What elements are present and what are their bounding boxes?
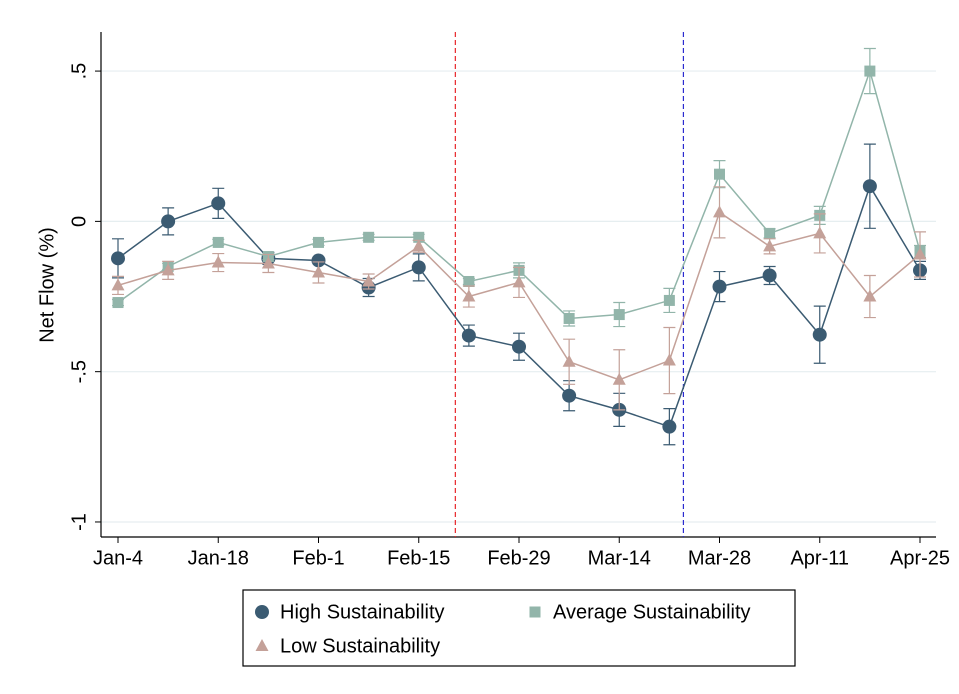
data-point (562, 354, 576, 367)
x-tick-label: Feb-29 (487, 547, 550, 569)
data-point (111, 251, 125, 266)
data-point (411, 260, 426, 275)
data-point (913, 247, 927, 260)
data-point (764, 227, 776, 239)
data-point (663, 294, 675, 306)
x-tick-label: Apr-11 (790, 547, 849, 569)
data-point (864, 65, 876, 77)
data-point (211, 196, 226, 211)
data-point (563, 312, 575, 324)
data-point (662, 353, 676, 366)
data-point (212, 236, 224, 248)
legend-box (242, 589, 796, 667)
legend-label: High Sustainability (280, 601, 445, 623)
data-point (362, 274, 376, 287)
data-point (463, 275, 475, 287)
legend-marker (255, 639, 269, 651)
y-tick-label: 0 (68, 216, 90, 227)
data-point (612, 372, 626, 385)
x-tick-label: Feb-15 (387, 547, 450, 569)
legend-label: Average Sustainability (553, 601, 751, 623)
data-point (512, 275, 526, 288)
x-tick-label: Jan-18 (188, 547, 249, 569)
data-point (412, 239, 426, 252)
legend-label: Low Sustainability (280, 635, 440, 657)
data-point (862, 179, 877, 194)
data-point (712, 279, 727, 294)
data-point (662, 419, 677, 434)
data-point (763, 239, 777, 252)
data-point (714, 168, 725, 180)
data-point (313, 236, 324, 248)
x-tick-label: Jan-4 (93, 547, 143, 569)
data-point (812, 327, 827, 342)
data-point (461, 328, 476, 343)
y-tick-label: -.5 (68, 360, 90, 383)
data-point (363, 231, 375, 243)
x-tick-label: Feb-1 (292, 547, 344, 569)
data-point (161, 214, 176, 229)
data-point (112, 297, 124, 309)
y-tick-label: .5 (68, 63, 90, 80)
data-point (312, 265, 325, 278)
data-point (813, 226, 827, 239)
data-point (762, 268, 777, 283)
data-point (562, 388, 577, 403)
x-tick-label: Mar-14 (588, 547, 651, 569)
data-point (613, 309, 625, 321)
legend-marker (255, 605, 269, 619)
data-point (413, 231, 425, 243)
data-point (261, 256, 275, 269)
data-point (211, 255, 225, 268)
data-point (311, 253, 326, 268)
data-point (161, 263, 175, 276)
x-tick-label: Mar-28 (688, 547, 751, 569)
data-point (111, 278, 125, 291)
data-point (863, 289, 877, 302)
y-tick-label: -1 (68, 513, 90, 531)
legend-marker (529, 606, 541, 618)
data-point (462, 289, 476, 302)
data-point (512, 339, 526, 354)
y-axis-label: Net Flow (%) (36, 227, 58, 343)
x-tick-label: Apr-25 (890, 547, 950, 569)
data-point (713, 205, 726, 218)
